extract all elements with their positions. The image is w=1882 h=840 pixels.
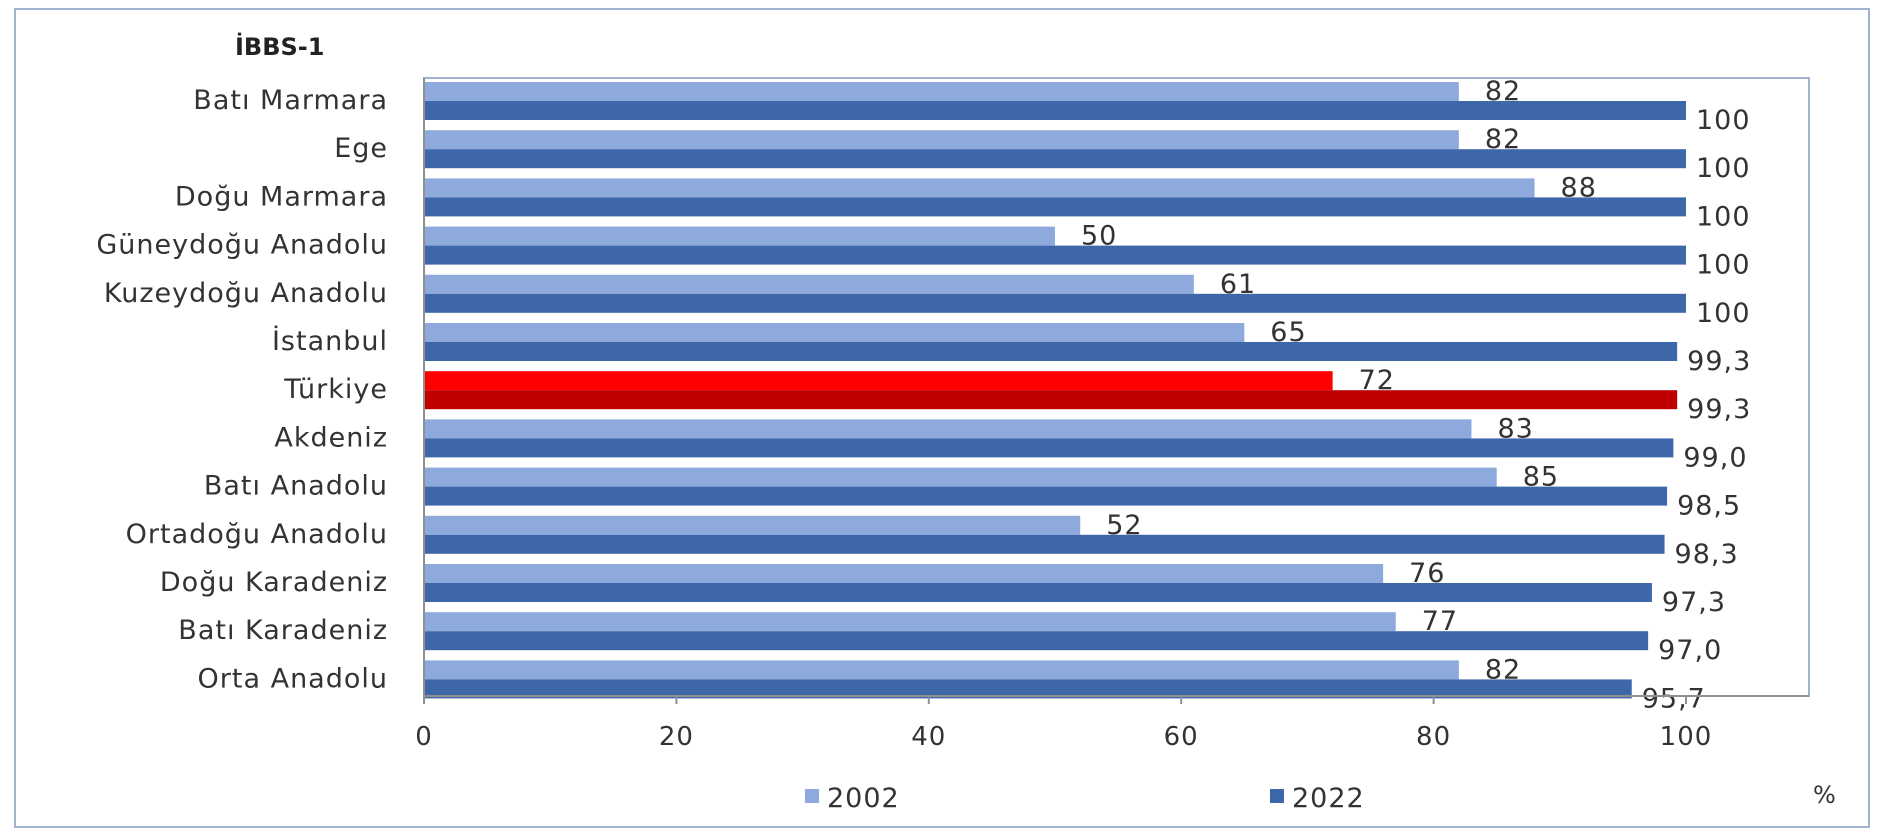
x-tick-label-60: 60 bbox=[1164, 722, 1199, 752]
category-label-bati-anadolu: Batı Anadolu bbox=[204, 471, 388, 502]
bar-2022-guneydogu-anadolu bbox=[424, 245, 1686, 265]
bar-2022-bati-marmara bbox=[424, 101, 1686, 120]
bar-2022-bati-karadeniz bbox=[424, 631, 1649, 651]
x-tick-label-0: 0 bbox=[415, 722, 433, 752]
axes-group: 0 20 40 60 80 100 bbox=[415, 78, 1809, 752]
value-label-2022-ege: 100 bbox=[1696, 153, 1751, 184]
bar-2002-kuzeydogu-anadolu bbox=[424, 274, 1194, 294]
bar-2002-turkiye bbox=[424, 371, 1333, 391]
x-tick-label-80: 80 bbox=[1416, 722, 1451, 752]
bar-2002-istanbul bbox=[424, 323, 1245, 342]
bar-2022-ortadogu-anadolu bbox=[424, 534, 1665, 554]
bar-2022-turkiye bbox=[424, 390, 1678, 410]
bar-2002-akdeniz bbox=[424, 419, 1472, 439]
bar-2022-dogu-karadeniz bbox=[424, 583, 1652, 602]
category-label-ege: Ege bbox=[334, 133, 388, 164]
value-label-2022-dogu-marmara: 100 bbox=[1696, 201, 1751, 232]
bar-2002-guneydogu-anadolu bbox=[424, 226, 1055, 246]
legend-swatch-2022 bbox=[1270, 789, 1284, 803]
bar-2022-kuzeydogu-anadolu bbox=[424, 293, 1686, 313]
value-label-2022-orta-anadolu: 95,7 bbox=[1642, 683, 1706, 714]
unit-label: % bbox=[1813, 781, 1836, 809]
value-label-2022-ortadogu-anadolu: 98,3 bbox=[1675, 539, 1739, 570]
bar-2002-dogu-karadeniz bbox=[424, 564, 1384, 583]
bar-2022-istanbul bbox=[424, 342, 1678, 361]
legend-swatch-2002 bbox=[805, 789, 819, 803]
value-label-2022-bati-marmara: 100 bbox=[1696, 105, 1751, 136]
category-label-dogu-karadeniz: Doğu Karadeniz bbox=[160, 567, 388, 598]
value-label-2022-turkiye: 99,3 bbox=[1687, 394, 1751, 425]
value-label-2022-istanbul: 99,3 bbox=[1687, 346, 1751, 377]
category-label-guneydogu-anadolu: Güneydoğu Anadolu bbox=[96, 230, 388, 261]
value-label-2022-kuzeydogu-anadolu: 100 bbox=[1696, 298, 1751, 329]
value-label-2022-dogu-karadeniz: 97,3 bbox=[1662, 587, 1726, 618]
category-label-istanbul: İstanbul bbox=[272, 325, 388, 357]
category-label-bati-karadeniz: Batı Karadeniz bbox=[178, 615, 388, 646]
legend-label-2022: 2022 bbox=[1292, 783, 1365, 814]
bar-2002-bati-marmara bbox=[424, 82, 1459, 101]
bar-2002-bati-karadeniz bbox=[424, 612, 1396, 632]
bar-2002-ege bbox=[424, 130, 1459, 150]
bar-2002-orta-anadolu bbox=[424, 660, 1459, 680]
value-label-2022-bati-karadeniz: 97,0 bbox=[1658, 635, 1722, 666]
legend: 2002 2022 bbox=[805, 783, 1365, 814]
value-label-2022-akdeniz: 99,0 bbox=[1683, 442, 1747, 473]
bar-2002-bati-anadolu bbox=[424, 467, 1497, 487]
value-label-2022-guneydogu-anadolu: 100 bbox=[1696, 250, 1751, 281]
category-label-akdeniz: Akdeniz bbox=[274, 422, 388, 453]
x-tick-label-100: 100 bbox=[1660, 722, 1713, 752]
bar-2002-ortadogu-anadolu bbox=[424, 515, 1081, 535]
x-tick-label-20: 20 bbox=[659, 722, 694, 752]
value-label-2022-bati-anadolu: 98,5 bbox=[1677, 491, 1741, 522]
x-tick-label-40: 40 bbox=[911, 722, 946, 752]
category-label-turkiye: Türkiye bbox=[283, 374, 388, 405]
bar-2002-dogu-marmara bbox=[424, 178, 1535, 198]
category-label-bati-marmara: Batı Marmara bbox=[193, 85, 388, 116]
category-label-dogu-marmara: Doğu Marmara bbox=[175, 181, 388, 212]
category-label-ortadogu-anadolu: Ortadoğu Anadolu bbox=[126, 519, 388, 550]
chart-title: İBBS-1 bbox=[235, 32, 324, 61]
bar-2022-akdeniz bbox=[424, 438, 1674, 458]
bar-2022-dogu-marmara bbox=[424, 197, 1686, 217]
legend-label-2002: 2002 bbox=[827, 783, 900, 814]
bar-2022-bati-anadolu bbox=[424, 486, 1668, 506]
category-label-kuzeydogu-anadolu: Kuzeydoğu Anadolu bbox=[104, 278, 388, 309]
bar-2022-orta-anadolu bbox=[424, 679, 1632, 699]
category-label-orta-anadolu: Orta Anadolu bbox=[198, 663, 388, 694]
bar-2022-ege bbox=[424, 149, 1686, 169]
